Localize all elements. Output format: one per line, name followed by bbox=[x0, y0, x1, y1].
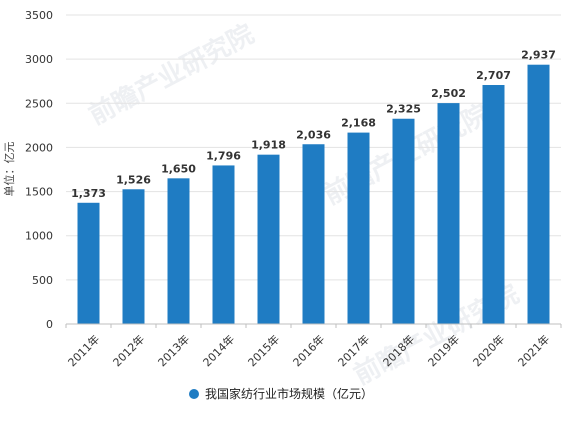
data-label: 1,918 bbox=[251, 139, 286, 152]
data-label: 2,502 bbox=[431, 87, 466, 100]
bars bbox=[77, 64, 550, 324]
bar bbox=[347, 132, 370, 324]
y-tick-label: 3000 bbox=[25, 53, 53, 66]
legend: 我国家纺行业市场规模（亿元） bbox=[189, 386, 373, 401]
legend-swatch-icon bbox=[189, 389, 199, 399]
bar bbox=[392, 118, 415, 324]
data-label: 1,526 bbox=[116, 173, 151, 186]
legend-label: 我国家纺行业市场规模（亿元） bbox=[205, 386, 373, 401]
x-tick-label: 2020年 bbox=[470, 332, 507, 369]
y-tick-label: 500 bbox=[32, 274, 53, 287]
data-label: 1,373 bbox=[71, 187, 106, 200]
data-label: 2,036 bbox=[296, 128, 331, 141]
bar bbox=[122, 189, 145, 324]
y-tick-label: 0 bbox=[46, 318, 53, 331]
data-label: 2,168 bbox=[341, 117, 376, 130]
bar bbox=[302, 144, 325, 324]
bar bbox=[167, 178, 190, 324]
bar bbox=[257, 154, 280, 324]
x-tick-label: 2014年 bbox=[200, 332, 237, 369]
bar bbox=[482, 85, 505, 324]
data-label: 2,937 bbox=[521, 49, 556, 62]
x-tick-label: 2016年 bbox=[290, 332, 327, 369]
y-axis-ticks: 0 500 1000 1500 2000 2500 3000 3500 bbox=[25, 9, 53, 331]
x-tick-label: 2015年 bbox=[245, 332, 282, 369]
y-tick-label: 3500 bbox=[25, 9, 53, 22]
bar bbox=[212, 165, 235, 324]
bar bbox=[77, 202, 100, 324]
y-axis-label: 单位：亿元 bbox=[2, 142, 16, 197]
data-label: 1,796 bbox=[206, 149, 241, 162]
data-labels: 1,373 1,526 1,650 1,796 1,918 2,036 2,168 2,325… bbox=[71, 49, 556, 200]
x-tick-label: 2013年 bbox=[155, 332, 192, 369]
y-tick-label: 2500 bbox=[25, 97, 53, 110]
bar bbox=[527, 64, 550, 324]
watermark-text: 前瞻产业研究院 bbox=[84, 18, 259, 131]
x-axis-ticks: 2011年 2012年 2013年 2014年 2015年 2016年 2017年 2018年… bbox=[65, 324, 562, 369]
x-tick-label: 2011年 bbox=[65, 332, 102, 369]
x-tick-label: 2012年 bbox=[110, 332, 147, 369]
y-tick-label: 1000 bbox=[25, 230, 53, 243]
data-label: 2,707 bbox=[476, 69, 511, 82]
data-label: 1,650 bbox=[161, 162, 196, 175]
data-label: 2,325 bbox=[386, 103, 421, 116]
bar bbox=[437, 103, 460, 324]
y-tick-label: 2000 bbox=[25, 141, 53, 154]
x-tick-label: 2021年 bbox=[515, 332, 552, 369]
y-tick-label: 1500 bbox=[25, 186, 53, 199]
